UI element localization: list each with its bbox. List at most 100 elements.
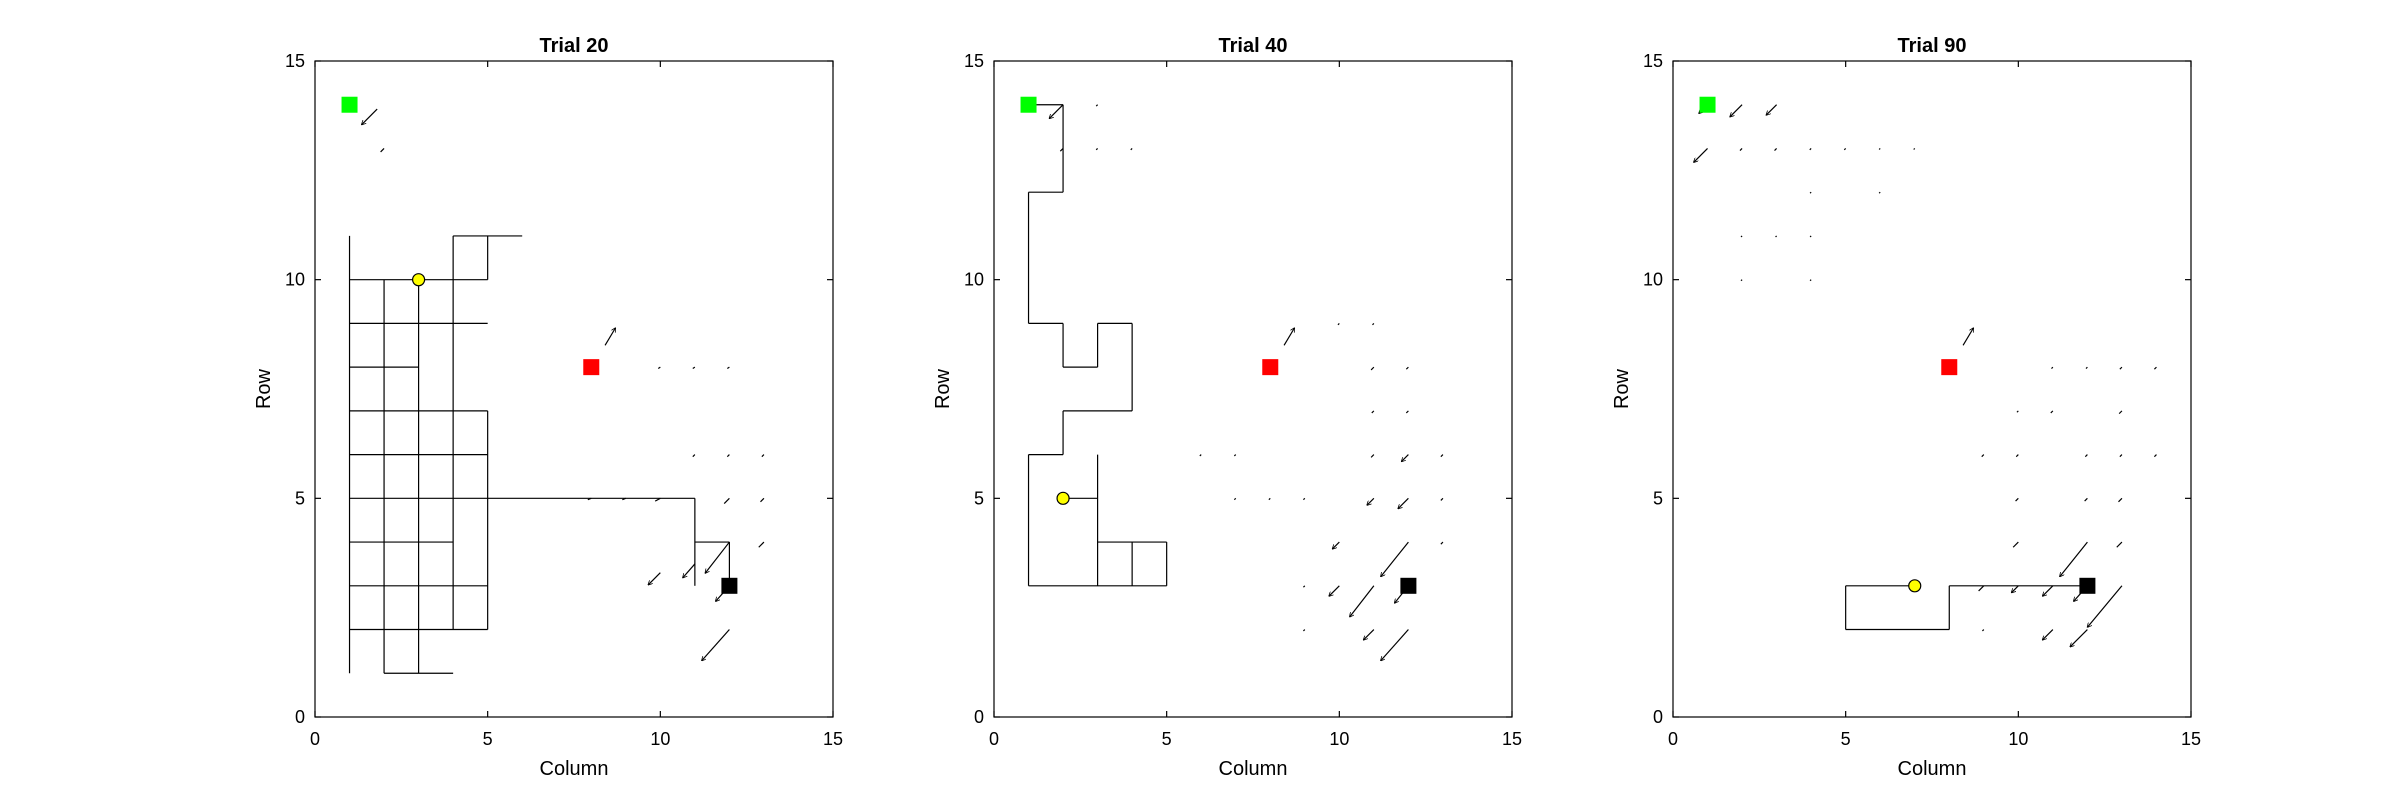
markers [1020,96,1417,594]
value-arrow [2118,497,2123,503]
value-arrow [1283,328,1294,346]
value-arrow [2060,541,2088,577]
value-arrow [1694,148,1708,162]
value-arrow [2016,410,2019,413]
value-arrow [1405,410,1409,414]
y-axis-label: Row [932,368,954,409]
value-arrow [654,497,661,502]
panel-trial-20: Trial 20 Column Row 0 5 10 15 0 5 10 15 [253,35,843,780]
value-arrow [1809,148,1812,151]
y-tick-label: 0 [1653,707,1663,727]
value-arrow [758,541,765,548]
value-arrow [1962,328,1973,346]
x-tick-label: 5 [483,729,493,749]
value-arrow [1981,629,1985,632]
value-arrow [1130,148,1133,151]
value-arrows [1022,104,1444,661]
end-marker [2079,577,2096,594]
value-arrow [1740,279,1743,282]
start-marker [1020,96,1037,113]
value-arrow [692,454,696,458]
value-arrow [1405,366,1409,370]
value-arrow [1401,454,1409,462]
value-arrow [1095,148,1099,151]
value-arrow [1350,585,1375,617]
y-tick-label: 10 [1643,270,1663,290]
value-arrow [1398,497,1409,508]
x-tick-label: 15 [823,729,843,749]
y-axis-label: Row [253,368,275,409]
value-arrow [1978,585,1985,592]
value-arrow [657,366,661,370]
y-tick-label: 15 [285,51,305,71]
value-arrow [692,366,696,370]
markers [1699,96,2096,594]
end-marker [721,577,738,594]
trajectory [1027,104,1168,587]
value-arrow [1774,148,1778,151]
value-arrow [1370,366,1375,371]
value-arrow [1302,629,1306,632]
plot-frame [1672,60,2192,718]
value-arrow [2084,497,2088,502]
y-tick-label: 0 [974,707,984,727]
value-arrow [761,454,765,458]
start-marker [1699,96,1716,113]
value-arrow [683,563,696,578]
value-arrow [2015,454,2019,458]
value-arrow [726,366,730,370]
y-tick-label: 5 [295,488,305,508]
value-arrow [1268,497,1271,501]
value-arrow [1059,148,1064,152]
panel-trial-40: Trial 40 Column Row 0 5 10 15 0 5 10 15 [932,35,1522,780]
value-arrow [1049,104,1064,119]
x-tick-label: 15 [1502,729,1522,749]
value-arrow [1739,148,1743,151]
panel-title: Trial 40 [1219,35,1288,57]
value-arrow [1775,235,1778,238]
y-tick-label: 15 [964,51,984,71]
value-arrow [1809,279,1812,282]
value-arrow [1440,541,1444,545]
x-tick-label: 0 [1668,729,1678,749]
markers [341,96,738,594]
value-arrow [1302,497,1306,501]
value-arrow [723,497,730,504]
value-arrow [1381,629,1409,661]
x-axis-label: Column [1898,758,1967,780]
value-arrow [1371,410,1375,414]
value-arrow [1370,454,1375,458]
start-marker [341,96,358,113]
value-arrow [587,497,592,501]
axes: 0 5 10 15 0 5 10 15 [285,51,843,749]
value-arrow [2043,585,2054,596]
panel-trial-90: Trial 90 Column Row 0 5 10 15 0 5 10 15 [1611,35,2201,780]
value-arrow [2011,585,2019,593]
x-tick-label: 10 [650,729,670,749]
value-arrow [2012,541,2019,548]
value-arrow [604,328,615,346]
trajectory [348,235,731,674]
value-arrow [1329,585,1340,596]
value-arrow [2087,585,2123,627]
panel-title: Trial 90 [1898,35,1967,57]
goal-marker [1262,359,1279,376]
value-arrow [1332,541,1340,549]
value-arrow [2051,366,2054,369]
x-tick-label: 10 [2008,729,2028,749]
value-arrow [2084,454,2088,458]
value-arrow [1809,235,1812,238]
y-tick-label: 10 [285,270,305,290]
x-tick-label: 15 [2181,729,2201,749]
value-arrow [1364,629,1375,640]
value-arrow [2153,454,2157,458]
value-arrow [2153,366,2157,370]
value-arrow [622,497,627,501]
value-arrow [1372,322,1375,326]
value-arrow [1843,148,1847,151]
value-arrow [1878,148,1881,150]
x-tick-label: 0 [310,729,320,749]
value-arrow [1440,454,1444,458]
value-arrow [2050,410,2054,414]
value-arrow [1740,235,1743,238]
